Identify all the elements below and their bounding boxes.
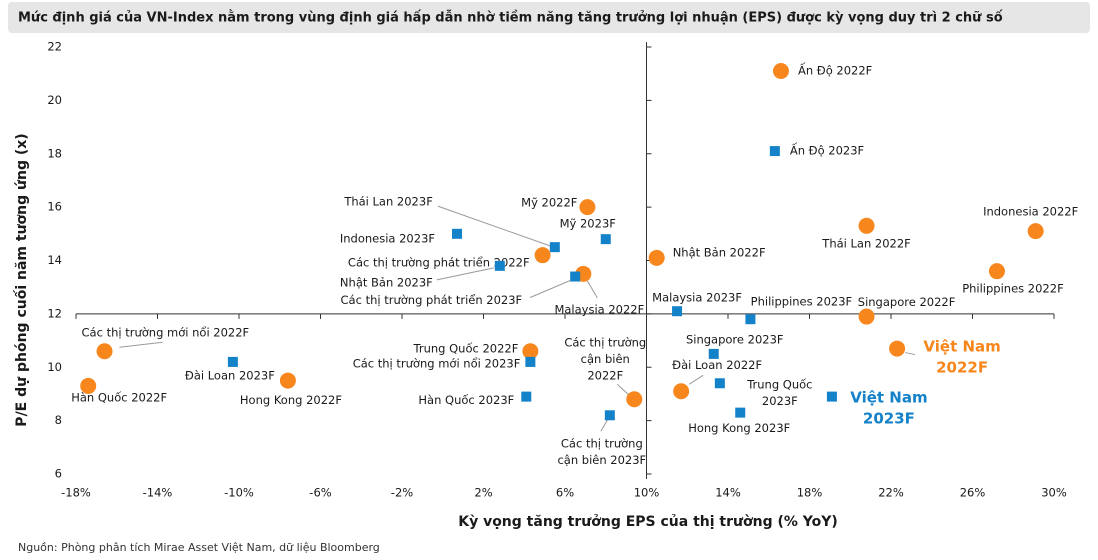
point [579,199,596,216]
point-label: Việt Nam 2022F [923,337,1000,376]
point-label: Singapore 2022F [858,295,956,309]
point-label: Các thị trường mới nổi 2022F [82,326,250,340]
x-axis-title: Kỳ vọng tăng trưởng EPS của thị trường (… [458,514,838,530]
point-label: Hàn Quốc 2022F [71,390,167,404]
point [80,377,97,394]
point [96,343,113,360]
point-label: Ấn Độ 2022F [798,62,872,78]
y-tick-label: 18 [47,146,62,160]
point-label: Các thị trường cận biên 2023F [557,436,646,467]
point-label: Indonesia 2023F [340,231,435,245]
y-tick-label: 6 [55,467,62,481]
title-bar [8,2,1090,33]
point [626,391,643,408]
point [673,383,690,400]
point-label: Philippines 2023F [751,295,853,309]
point [648,249,665,266]
x-tick-label: 2% [474,486,492,500]
point-label: Trung Quốc 2023F [746,377,812,408]
point-label: Đài Loan 2022F [672,358,762,372]
point [227,356,238,367]
point [826,391,837,402]
point [521,391,532,402]
point-label: Các thị trường phát triển 2022F [348,256,530,270]
x-tick-label: 30% [1041,486,1067,500]
point-label: Hong Kong 2022F [240,393,342,407]
point-label: Ấn Độ 2023F [790,142,864,158]
point [494,260,505,271]
point [714,378,725,389]
x-tick-label: 10% [634,486,660,500]
point [1027,223,1044,240]
point [522,343,539,360]
point [858,308,875,325]
x-tick-label: 22% [878,486,904,500]
x-tick-label: -14% [143,486,173,500]
point [549,242,560,253]
point-label: Các thị trường cận biên 2022F [564,335,646,382]
point [708,348,719,359]
point-label: Malaysia 2022F [554,302,644,316]
point [452,228,463,239]
y-tick-label: 20 [47,93,62,107]
point [604,410,615,421]
point-label: Các thị trường mới nổi 2023F [353,356,521,370]
point-label: Malaysia 2023F [652,291,742,305]
leader-line [436,267,494,281]
x-tick-label: 18% [797,486,823,500]
x-tick-label: -2% [391,486,413,500]
point-label: Hong Kong 2023F [688,421,790,435]
point-label: Các thị trường phát triển 2023F [341,293,523,307]
point-label: Hàn Quốc 2023F [418,393,514,407]
y-axis-title: P/E dự phóng cuối năm tương ứng (x) [13,133,30,426]
leader-line [600,419,609,432]
point [772,63,789,80]
point [769,146,780,157]
y-tick-label: 14 [47,253,62,267]
x-tick-label: -10% [224,486,254,500]
leader-line [437,205,551,247]
leader-line [586,280,598,299]
point [745,314,756,325]
point-label: Trung Quốc 2022F [413,342,519,356]
chart-title: Mức định giá của VN-Index nằm trong vùng… [18,11,1003,26]
x-tick-label: 14% [715,486,741,500]
x-tick-label: 6% [556,486,574,500]
x-tick-label: 26% [960,486,986,500]
leader-line [529,280,571,298]
point-label: Đài Loan 2023F [185,368,275,382]
y-tick-label: 10 [47,360,62,374]
point [525,356,536,367]
point-label: Thái Lan 2023F [343,195,433,209]
y-tick-label: 16 [47,200,62,214]
point-label: Mỹ 2022F [521,196,577,210]
point [600,234,611,245]
point [889,340,906,357]
point [735,407,746,418]
point-label: Mỹ 2023F [560,217,616,231]
point-label: Singapore 2023F [686,332,784,346]
point [988,263,1005,280]
point [672,306,683,317]
leader-line [905,352,916,356]
point-label: Nhật Bản 2023F [340,275,433,289]
point-label: Nhật Bản 2022F [673,245,766,259]
point [858,217,875,234]
point-label: Việt Nam 2023F [850,388,927,427]
leader-line [119,341,163,348]
point-label: Indonesia 2022F [983,205,1078,219]
y-tick-label: 8 [55,413,62,427]
source: Nguồn: Phòng phân tích Mirae Asset Việt … [18,541,380,554]
x-tick-label: -18% [61,486,91,500]
y-tick-label: 22 [47,40,62,54]
point [279,372,296,389]
point [570,271,581,282]
point-label: Thái Lan 2022F [821,236,911,250]
y-tick-label: 12 [47,306,62,320]
point-label: Philippines 2022F [962,282,1064,296]
point [534,247,551,264]
x-tick-label: -6% [309,486,331,500]
leader-line [688,374,704,385]
